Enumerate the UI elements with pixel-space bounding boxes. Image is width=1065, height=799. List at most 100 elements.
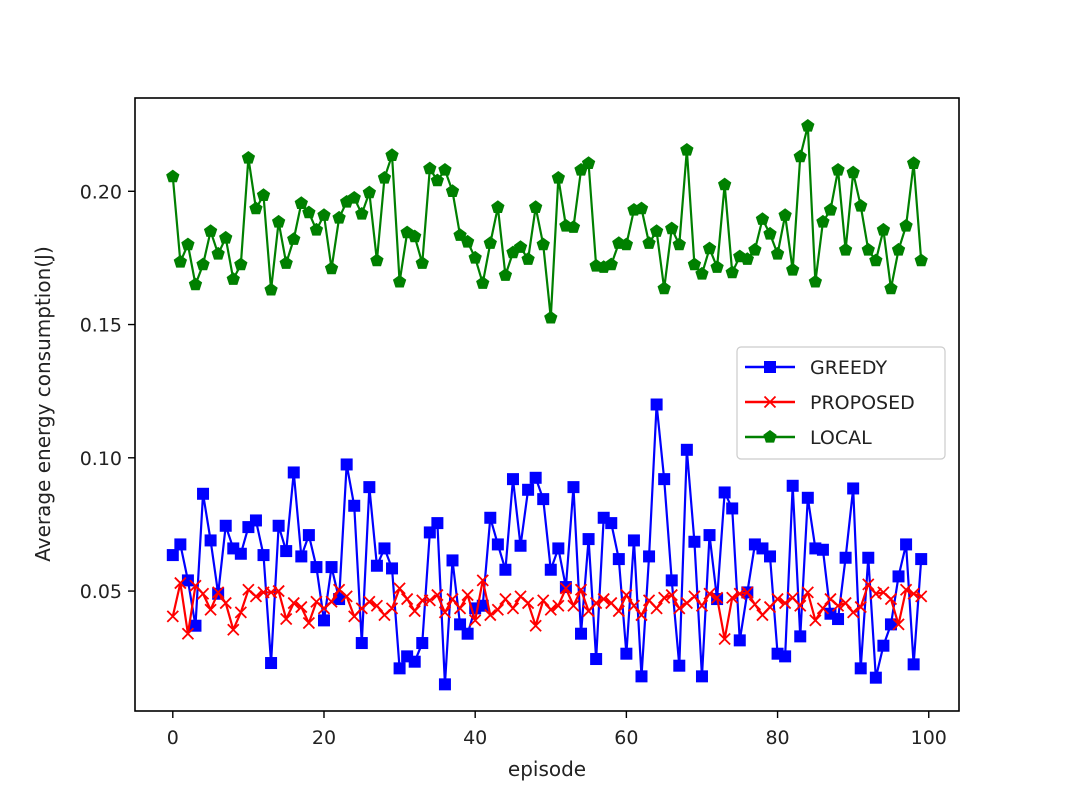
data-point-proposed <box>453 602 467 615</box>
data-point-local <box>453 228 467 241</box>
data-point-local <box>604 257 618 271</box>
data-point-local <box>725 265 739 279</box>
data-point-local <box>869 253 883 267</box>
data-point-greedy <box>302 529 315 542</box>
data-point-local <box>377 170 392 184</box>
data-point-proposed <box>741 586 754 599</box>
data-point-greedy <box>446 554 459 567</box>
data-point-proposed <box>801 586 814 599</box>
data-point-greedy <box>703 529 716 542</box>
data-point-proposed <box>370 599 384 612</box>
data-point-proposed <box>544 603 557 616</box>
data-point-proposed <box>907 587 920 600</box>
legend-marker-local <box>763 430 777 443</box>
data-point-local <box>324 261 339 275</box>
data-point-greedy <box>265 657 278 670</box>
data-point-greedy <box>650 398 663 411</box>
data-point-local <box>710 260 724 273</box>
data-point-proposed <box>915 590 928 603</box>
data-point-proposed <box>854 600 867 614</box>
data-point-greedy <box>378 542 391 555</box>
data-point-greedy <box>295 550 308 563</box>
x-tick-label: 40 <box>463 727 487 749</box>
plot-series <box>166 118 928 691</box>
series-local <box>166 118 928 324</box>
data-point-local <box>801 118 815 132</box>
data-point-local <box>854 198 868 212</box>
data-point-greedy <box>764 550 777 563</box>
data-point-local <box>891 242 906 256</box>
data-point-greedy <box>499 563 512 576</box>
data-point-local <box>551 170 565 184</box>
data-point-greedy <box>544 563 557 576</box>
data-point-greedy <box>166 549 179 562</box>
data-point-greedy <box>287 466 300 479</box>
data-point-local <box>544 310 558 324</box>
data-point-greedy <box>249 514 262 527</box>
data-point-local <box>347 190 361 204</box>
data-point-greedy <box>726 502 739 515</box>
data-point-local <box>740 252 754 265</box>
data-point-proposed <box>431 588 444 602</box>
data-point-proposed <box>665 588 678 602</box>
data-point-local <box>332 210 346 224</box>
data-point-proposed <box>461 588 474 602</box>
data-point-proposed <box>469 614 482 627</box>
data-point-local <box>188 277 203 291</box>
data-point-proposed <box>847 606 860 619</box>
data-point-local <box>861 242 875 256</box>
data-point-greedy <box>695 670 708 683</box>
data-point-local <box>415 256 429 269</box>
data-point-proposed <box>204 603 217 616</box>
data-point-proposed <box>385 602 399 615</box>
data-point-local <box>695 266 709 280</box>
data-point-greedy <box>839 551 852 564</box>
data-point-local <box>226 272 240 285</box>
data-point-local <box>581 156 596 169</box>
data-point-local <box>906 156 921 169</box>
plot-area-frame <box>134 97 960 712</box>
data-point-local <box>264 282 278 296</box>
data-point-proposed <box>181 627 195 640</box>
data-point-local <box>914 253 928 267</box>
data-point-proposed <box>272 584 285 598</box>
data-point-greedy <box>665 574 678 587</box>
data-point-local <box>203 224 218 237</box>
data-point-greedy <box>620 647 633 660</box>
data-point-local <box>211 246 225 260</box>
data-point-greedy <box>408 655 421 668</box>
data-point-greedy <box>816 543 829 556</box>
data-point-greedy <box>423 526 436 539</box>
data-point-proposed <box>574 583 588 596</box>
data-point-local <box>302 205 316 219</box>
x-tick-label: 80 <box>765 727 789 749</box>
data-point-local <box>536 237 550 251</box>
data-point-greedy <box>801 491 814 504</box>
legend-marker-greedy <box>764 361 776 373</box>
data-point-proposed <box>695 599 709 612</box>
data-point-greedy <box>862 551 875 564</box>
data-point-proposed <box>597 592 610 606</box>
data-point-local <box>702 241 717 255</box>
legend-item-local: LOCAL <box>745 427 872 449</box>
data-point-local <box>362 185 377 199</box>
data-point-greedy <box>393 662 406 675</box>
data-point-local <box>408 229 422 243</box>
data-point-local <box>846 165 860 179</box>
data-point-greedy <box>900 538 913 551</box>
data-point-greedy <box>219 519 232 532</box>
data-point-local <box>370 253 384 267</box>
data-point-greedy <box>832 613 845 626</box>
data-point-proposed <box>537 594 550 607</box>
data-point-greedy <box>491 538 504 551</box>
data-point-greedy <box>847 482 860 495</box>
data-point-local <box>196 257 210 271</box>
data-point-proposed <box>295 600 308 614</box>
data-point-local <box>181 237 195 251</box>
data-point-proposed <box>620 588 633 602</box>
data-point-proposed <box>287 596 300 610</box>
data-point-greedy <box>484 511 497 524</box>
data-point-greedy <box>915 553 928 566</box>
data-point-greedy <box>257 549 270 562</box>
data-point-local <box>672 237 686 251</box>
